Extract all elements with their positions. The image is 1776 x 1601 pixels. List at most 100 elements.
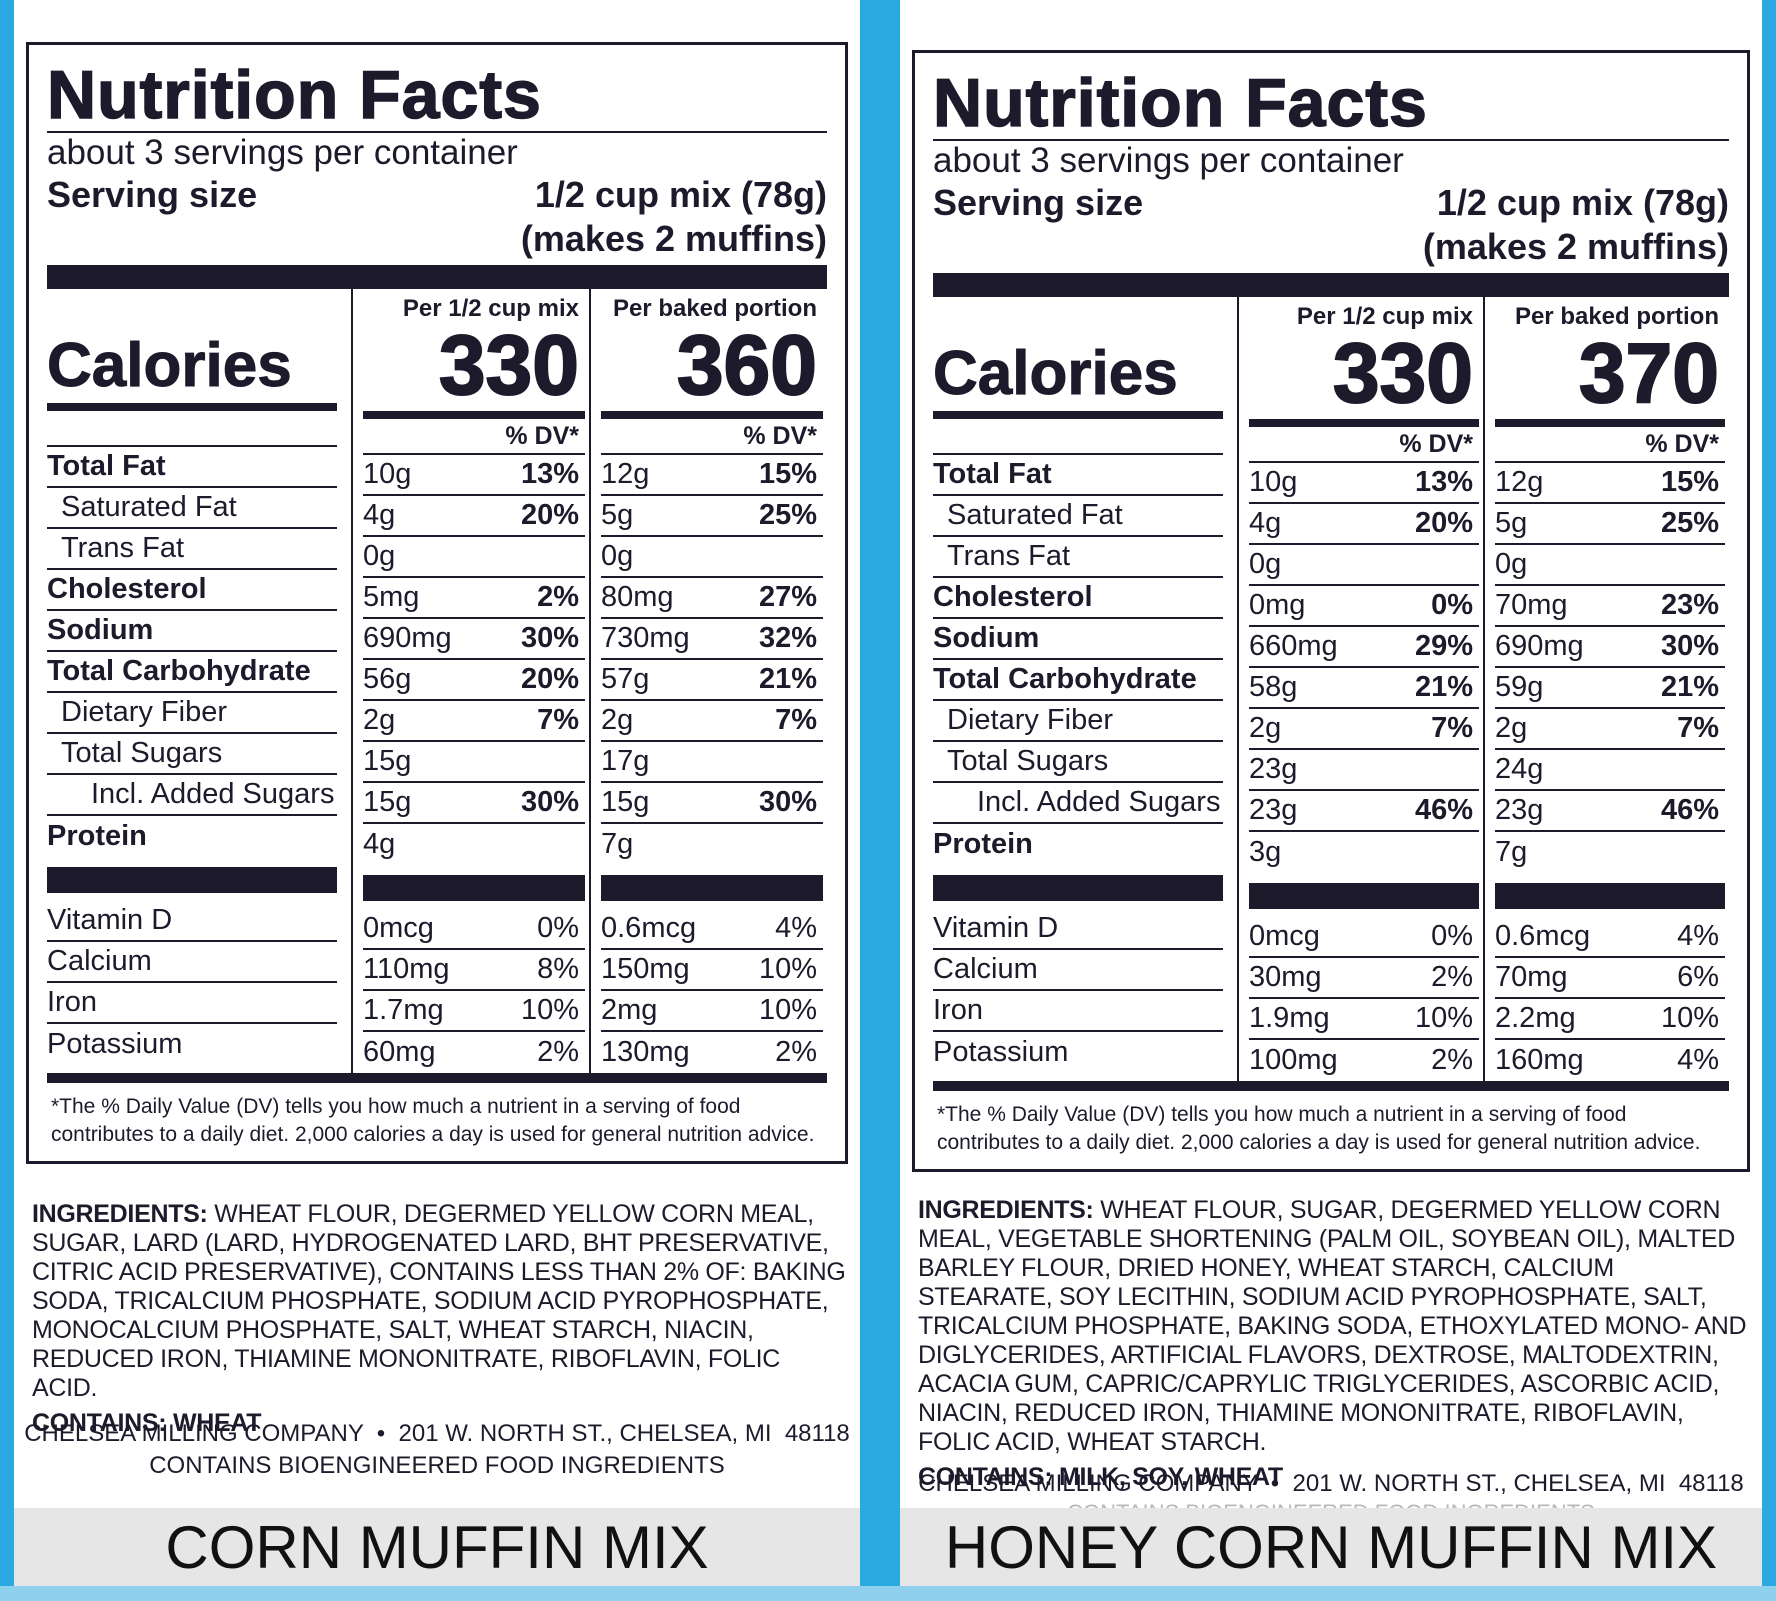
dv-per-baked: 30% [758, 786, 817, 818]
nutrient-row: 5g 25% [601, 496, 823, 537]
amount-per-baked: 2g [601, 704, 634, 736]
amount-per-mix: 15g [363, 786, 412, 818]
corn-muffin-mix-panel: Nutrition Facts about 3 servings per cont… [14, 0, 860, 1510]
dv-per-baked: 30% [1660, 630, 1719, 662]
nutrient-row: 2g 7% [363, 701, 585, 742]
per-baked-column: Per baked portion 360 % DV* 12g 15% 5g 25% 0… [589, 289, 827, 1073]
dv-per-baked: 6% [1677, 961, 1719, 993]
dv-per-baked: 4% [775, 912, 817, 944]
company-info: CHELSEA MILLING COMPANY • 201 W. NORTH S… [14, 1418, 860, 1482]
nutrient-row: Total Carbohydrate [47, 652, 337, 693]
nutrient-name: Incl. Added Sugars [91, 778, 335, 810]
dv-header: % DV* [363, 419, 585, 455]
dv-per-baked: 23% [1660, 589, 1719, 621]
amount-per-baked: 59g [1495, 671, 1544, 703]
amount-per-baked: 2g [1495, 712, 1528, 744]
rule [47, 1073, 827, 1083]
vitamin-row: 0.6mcg 4% [601, 909, 823, 950]
serving-size-label: Serving size [47, 174, 258, 215]
amount-per-baked: 0.6mcg [601, 912, 697, 944]
dv-per-mix: 2% [537, 1036, 579, 1068]
company-address: CHELSEA MILLING COMPANY • 201 W. NORTH S… [24, 1420, 850, 1447]
calories-label: Calories [47, 331, 293, 400]
per-mix-column: Per 1/2 cup mix 330 % DV* 10g 13% 4g 20% 0g 5… [351, 289, 589, 1073]
amount-per-baked: 7g [1495, 836, 1528, 868]
bioengineered-note: CONTAINS BIOENGINEERED FOOD INGREDIENTS [149, 1452, 725, 1479]
dv-per-baked: 10% [1660, 1002, 1719, 1034]
dv-per-baked: 25% [1660, 507, 1719, 539]
amount-per-mix: 4g [363, 828, 396, 860]
dv-per-mix: 30% [520, 786, 579, 818]
dv-per-mix: 13% [1414, 466, 1473, 498]
nutrient-row: 4g 20% [363, 496, 585, 537]
nutrient-name: Sodium [47, 614, 154, 646]
nutrient-row: 0g [1495, 545, 1725, 586]
nutrient-row: Sodium [933, 619, 1223, 660]
nutrient-row: 5mg 2% [363, 578, 585, 619]
caption-honey-corn-muffin-mix: HONEY CORN MUFFIN MIX [900, 1508, 1762, 1586]
dv-footnote: *The % Daily Value (DV) tells you how mu… [937, 1103, 1701, 1154]
nutrient-row: Saturated Fat [933, 496, 1223, 537]
nutrient-row: 2g 7% [1495, 709, 1725, 750]
nutrient-row: 0g [1249, 545, 1479, 586]
divider-bar [933, 875, 1223, 901]
serving-size-line1: 1/2 cup mix (78g) [534, 174, 827, 215]
nutrient-row: 23g [1249, 750, 1479, 791]
ingredients-label: INGREDIENTS: [918, 1196, 1094, 1224]
amount-per-baked: 0g [601, 540, 634, 572]
dv-per-mix: 46% [1414, 794, 1473, 826]
rule-thick [47, 265, 827, 289]
dv-per-baked: 2% [775, 1036, 817, 1068]
vitamin-row: 70mg 6% [1495, 958, 1725, 999]
nutrient-name: Dietary Fiber [61, 696, 227, 728]
amount-per-baked: 730mg [601, 622, 690, 654]
amount-per-baked: 160mg [1495, 1044, 1584, 1076]
servings-per-container: about 3 servings per container [47, 133, 518, 172]
nutrient-row: 15g 30% [601, 783, 823, 824]
dv-per-mix: 0% [1431, 589, 1473, 621]
nutrient-row: 70mg 23% [1495, 586, 1725, 627]
amount-per-mix: 10g [363, 458, 412, 490]
dv-per-baked: 4% [1677, 920, 1719, 952]
amount-per-mix: 15g [363, 745, 412, 777]
dv-per-mix: 2% [1431, 961, 1473, 993]
amount-per-mix: 60mg [363, 1036, 436, 1068]
per-baked-label: Per baked portion [612, 295, 817, 322]
serving-size-row: Serving size 1/2 cup mix (78g) (makes 2 … [47, 173, 827, 261]
amount-per-baked: 80mg [601, 581, 674, 613]
dv-per-mix: 2% [537, 581, 579, 613]
dv-per-mix: 10% [520, 994, 579, 1026]
vitamin-name: Calcium [47, 945, 152, 977]
dv-header-spacer [47, 411, 337, 447]
nutrient-name: Total Carbohydrate [47, 655, 311, 687]
nutrient-row: Dietary Fiber [933, 701, 1223, 742]
amount-per-baked: 130mg [601, 1036, 690, 1068]
nutrient-row: Saturated Fat [47, 488, 337, 529]
company-address: CHELSEA MILLING COMPANY • 201 W. NORTH S… [918, 1470, 1744, 1497]
nutrient-row: 15g [363, 742, 585, 783]
allergen-contains: CONTAINS: MILK, SOY, WHEAT [918, 1463, 1283, 1491]
amount-per-mix: 690mg [363, 622, 452, 654]
vitamin-row: Iron [933, 991, 1223, 1032]
caption-corn-muffin-mix: CORN MUFFIN MIX [14, 1508, 860, 1586]
vitamin-row: 1.9mg 10% [1249, 999, 1479, 1040]
dv-header: % DV* [601, 419, 823, 455]
serving-size-line1: 1/2 cup mix (78g) [1436, 182, 1729, 223]
calories-per-mix: 330 [1332, 326, 1474, 420]
amount-per-mix: 10g [1249, 466, 1298, 498]
amount-per-mix: 0g [1249, 548, 1282, 580]
nutrient-row: Total Fat [933, 455, 1223, 496]
nutrient-name: Dietary Fiber [947, 704, 1113, 736]
nutrient-row: 4g [363, 824, 585, 865]
amount-per-mix: 660mg [1249, 630, 1338, 662]
dv-per-mix: 0% [1431, 920, 1473, 952]
amount-per-baked: 70mg [1495, 961, 1568, 993]
nutrient-row: 0g [363, 537, 585, 578]
nutrient-row: 3g [1249, 832, 1479, 873]
amount-per-baked: 17g [601, 745, 650, 777]
vitamin-row: 30mg 2% [1249, 958, 1479, 999]
calories-per-baked: 360 [676, 318, 818, 412]
nutrition-facts-title: Nutrition Facts [46, 57, 542, 133]
nutrient-row: 690mg 30% [1495, 627, 1725, 668]
per-mix-column: Per 1/2 cup mix 330 % DV* 10g 13% 4g 20% 0g 0… [1237, 297, 1483, 1081]
